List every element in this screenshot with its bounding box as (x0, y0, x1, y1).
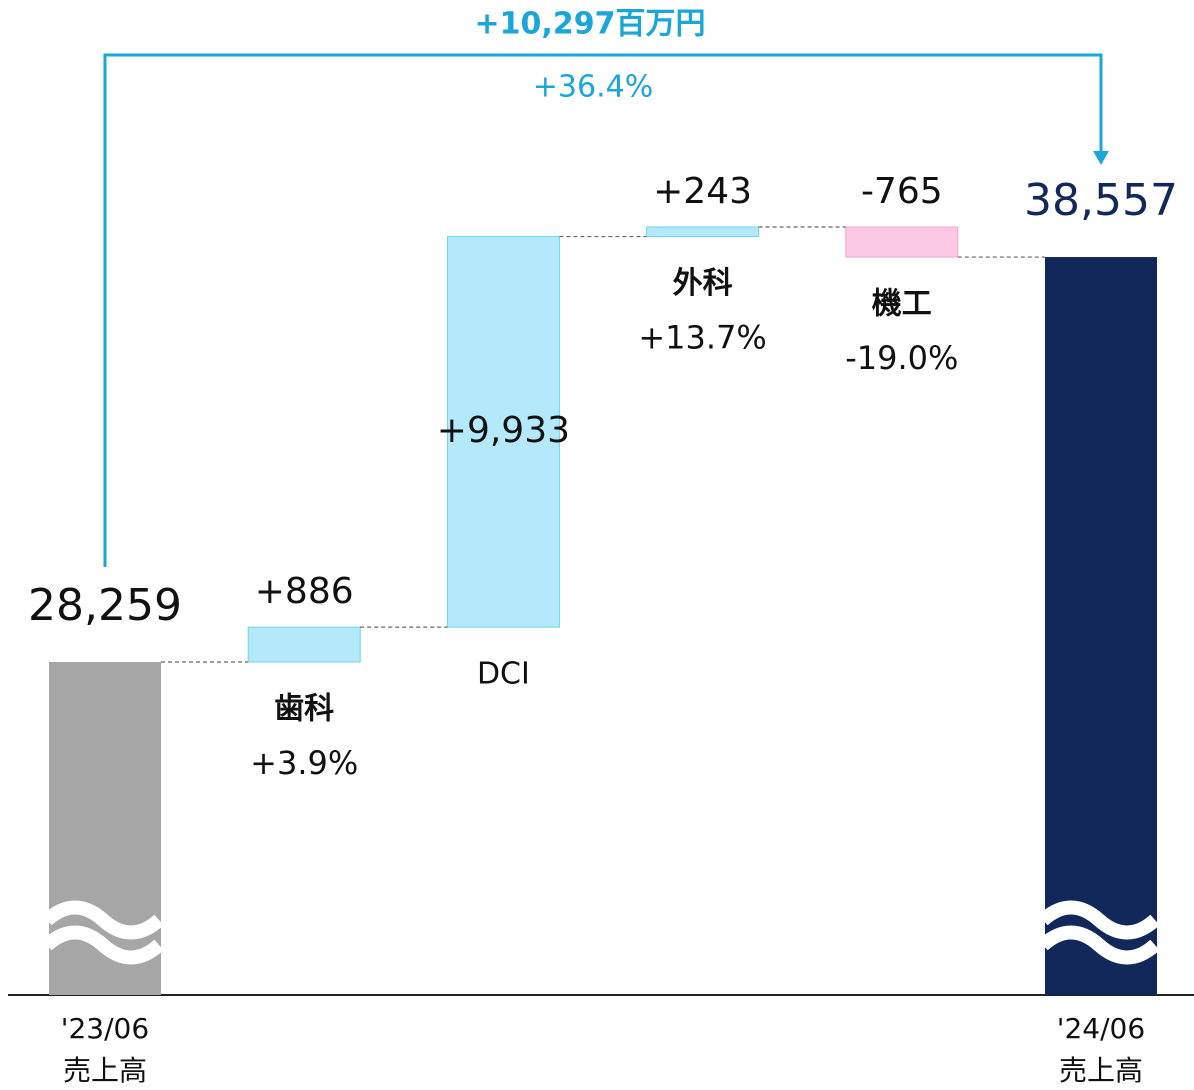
total-change: +10,297百万円 (475, 7, 706, 42)
bar (646, 226, 760, 238)
category-label: 売上高 (1059, 1054, 1143, 1087)
change-bracket (103, 53, 1103, 567)
pct-label: +3.9% (250, 744, 358, 782)
category-label: 売上高 (63, 1054, 147, 1087)
arrow-head (1093, 151, 1109, 166)
bar (1045, 257, 1157, 995)
bar (247, 626, 361, 663)
value-label: +9,933 (437, 410, 570, 451)
value-label: 38,557 (1024, 175, 1178, 226)
total-change-pct: +36.4% (533, 70, 653, 105)
category-label: 歯科 (274, 692, 334, 727)
category-label: 機工 (872, 287, 932, 322)
period-label: '23/06 (61, 1012, 149, 1045)
value-label: +243 (653, 171, 752, 212)
value-label: -765 (861, 171, 943, 212)
value-label: 28,259 (28, 580, 182, 631)
category-label: 外科 (673, 266, 733, 301)
period-label: '24/06 (1057, 1012, 1145, 1045)
category-label: DCI (477, 657, 530, 692)
bar (446, 236, 560, 628)
bar (845, 226, 959, 258)
pct-label: -19.0% (845, 339, 958, 377)
axis-break (1038, 900, 1160, 965)
pct-label: +13.7% (638, 319, 766, 357)
axis-break (42, 900, 164, 965)
value-label: +886 (255, 571, 354, 612)
